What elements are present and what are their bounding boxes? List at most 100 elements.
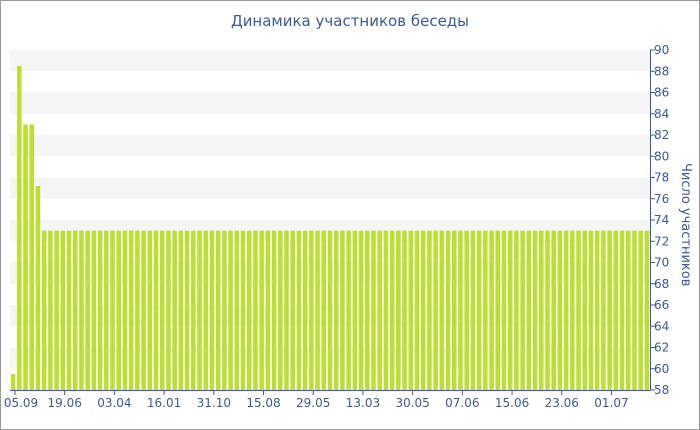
bar [470, 230, 476, 390]
bar [240, 230, 246, 390]
y-tick-label: 78 [654, 171, 669, 185]
chart-title: Динамика участников беседы [230, 12, 470, 30]
bar [41, 230, 47, 390]
bar [116, 230, 121, 390]
bar [309, 230, 314, 390]
bar [427, 230, 432, 390]
bar [396, 230, 401, 390]
x-tick-label: 05.09 [4, 396, 38, 410]
bar [352, 230, 358, 390]
grid-band [10, 177, 650, 199]
bar [464, 230, 469, 390]
bar [209, 230, 215, 390]
x-tick-label: 30.05 [395, 396, 429, 410]
bar [626, 230, 631, 390]
bar [433, 230, 438, 390]
y-tick-label: 74 [654, 213, 669, 227]
bar [340, 230, 345, 390]
bar [215, 230, 221, 390]
bar [203, 230, 208, 390]
bar [365, 230, 370, 390]
y-tick-label: 60 [654, 362, 669, 376]
bar [284, 230, 289, 390]
bar [545, 230, 550, 390]
bar [539, 230, 544, 390]
bar [408, 230, 414, 390]
bar [389, 230, 395, 390]
bar [439, 230, 445, 390]
bar [644, 230, 650, 390]
x-tick-label: 15.06 [495, 396, 529, 410]
y-tick-label: 90 [654, 43, 669, 57]
grid-band [10, 50, 650, 72]
y-tick-label: 88 [654, 64, 669, 78]
bar [483, 230, 488, 390]
bar [122, 230, 128, 390]
x-tick-label: 01.07 [594, 396, 628, 410]
bar [507, 230, 513, 390]
bar [178, 230, 184, 390]
bar [315, 230, 320, 390]
y-tick-label: 76 [654, 192, 669, 206]
y-tick-label: 86 [654, 86, 669, 100]
bar [402, 230, 407, 390]
bar [601, 230, 606, 390]
bar [551, 230, 556, 390]
bar [253, 230, 258, 390]
bar [346, 230, 351, 390]
bar [153, 230, 159, 390]
bar [271, 230, 277, 390]
bar [290, 230, 295, 390]
x-tick-label: 03.04 [97, 396, 131, 410]
bar [458, 230, 463, 390]
bar [333, 230, 339, 390]
bar [128, 230, 134, 390]
bar [495, 230, 501, 390]
bar [110, 230, 115, 390]
bar [166, 230, 171, 390]
bar [476, 230, 482, 390]
y-tick-label: 64 [654, 319, 669, 333]
y-tick-label: 72 [654, 234, 669, 248]
bar [557, 230, 563, 390]
bar [191, 230, 196, 390]
bar [582, 230, 587, 390]
bar [532, 230, 538, 390]
bar [17, 65, 22, 390]
x-tick-label: 16.01 [147, 396, 181, 410]
grid-band [10, 135, 650, 157]
bar [576, 230, 581, 390]
bar [91, 230, 97, 390]
bar [613, 230, 619, 390]
bar [563, 230, 569, 390]
y-tick-label: 58 [654, 383, 669, 397]
grid-band [10, 92, 650, 114]
bar [79, 230, 84, 390]
x-tick-label: 07.06 [445, 396, 479, 410]
y-tick-label: 80 [654, 149, 669, 163]
bar [228, 230, 233, 390]
bar [147, 230, 153, 390]
bar [520, 230, 525, 390]
x-tick-label: 23.06 [545, 396, 579, 410]
bar [420, 230, 426, 390]
y-tick-label: 62 [654, 341, 669, 355]
y-tick-label: 82 [654, 128, 669, 142]
bar [514, 230, 519, 390]
bar [35, 186, 41, 390]
bar [489, 230, 494, 390]
bar [222, 230, 227, 390]
bar [172, 230, 177, 390]
bar [159, 230, 165, 390]
bar [526, 230, 532, 390]
bar [141, 230, 146, 390]
bar [570, 230, 575, 390]
bar [104, 230, 109, 390]
bar [371, 230, 376, 390]
bar [278, 230, 283, 390]
bar [66, 230, 72, 390]
x-tick-label: 31.10 [197, 396, 231, 410]
bar [638, 230, 643, 390]
bar [23, 124, 28, 390]
